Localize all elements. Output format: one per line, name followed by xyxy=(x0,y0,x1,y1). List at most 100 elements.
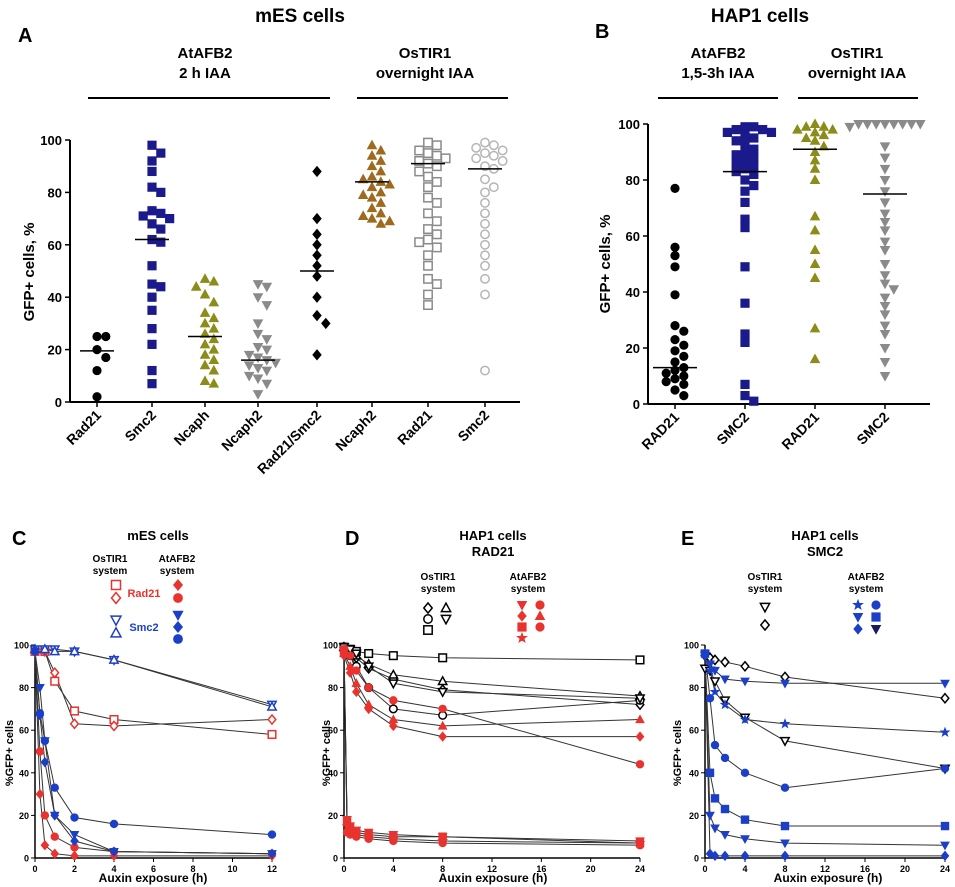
y-tick-label: 20 xyxy=(328,811,338,821)
data-point xyxy=(679,351,689,361)
data-point xyxy=(749,180,759,191)
data-point xyxy=(720,850,730,862)
data-point xyxy=(705,768,715,777)
data-point xyxy=(635,760,645,769)
data-point xyxy=(670,346,680,356)
y-tick-label: 0 xyxy=(55,395,62,410)
data-point xyxy=(700,650,710,661)
x-tick-label: 12 xyxy=(267,864,277,874)
data-point xyxy=(35,788,45,800)
category-label: SMC2 xyxy=(853,409,892,448)
x-tick-label: 12 xyxy=(487,864,497,874)
data-point xyxy=(709,677,721,688)
data-point xyxy=(366,150,378,160)
series-line xyxy=(343,646,641,716)
data-point xyxy=(49,645,61,656)
data-point xyxy=(879,218,891,228)
panel-b-letter: B xyxy=(595,21,609,43)
data-point xyxy=(740,130,750,140)
x-tick-label: 4 xyxy=(391,864,396,874)
data-point xyxy=(363,830,375,842)
data-point xyxy=(809,154,821,165)
panel-e-title-line2: SMC2 xyxy=(807,544,843,559)
series-line xyxy=(34,651,273,855)
data-point xyxy=(480,289,490,300)
data-point xyxy=(109,819,119,829)
series-line xyxy=(34,651,273,836)
x-tick-label: 0 xyxy=(32,864,37,874)
data-point xyxy=(345,667,355,678)
data-point xyxy=(267,848,277,859)
data-point xyxy=(267,713,277,726)
data-point xyxy=(731,158,741,168)
data-point xyxy=(108,653,120,664)
data-point xyxy=(809,174,821,184)
data-point xyxy=(101,352,111,363)
legend-marker xyxy=(852,598,864,611)
data-point xyxy=(357,210,369,220)
panel-c-legend-smc2: Smc2 xyxy=(129,622,158,634)
data-point xyxy=(375,218,387,228)
panel-e-legend-col2b: system xyxy=(849,584,884,595)
data-point xyxy=(879,198,891,209)
y-tick-label: 100 xyxy=(14,641,29,651)
data-point xyxy=(364,648,374,659)
series-line xyxy=(343,648,641,765)
data-point xyxy=(749,152,759,163)
data-point xyxy=(809,146,821,156)
data-point xyxy=(375,165,387,176)
data-point xyxy=(199,375,211,386)
legend-marker xyxy=(110,591,122,605)
panel-c-plot: 0 20 40 60 80 100 0 2 4 6 8 10 12 xyxy=(14,641,278,874)
y-tick-label: 60 xyxy=(328,726,338,736)
data-point xyxy=(35,708,45,718)
data-point xyxy=(252,343,264,353)
data-point xyxy=(740,815,750,824)
data-point xyxy=(740,850,750,862)
data-point xyxy=(375,207,387,218)
data-point xyxy=(940,764,950,773)
data-point xyxy=(809,126,821,137)
data-point xyxy=(809,118,821,128)
legend-marker xyxy=(423,625,433,635)
data-point xyxy=(312,270,322,282)
data-point xyxy=(879,372,891,382)
data-point xyxy=(208,275,220,286)
category-label: Ncaph2 xyxy=(218,407,265,454)
data-point xyxy=(480,250,490,261)
data-point xyxy=(740,197,750,207)
data-point xyxy=(199,288,211,299)
data-point xyxy=(423,208,433,219)
data-point xyxy=(704,664,716,676)
legend-marker xyxy=(759,618,771,632)
x-tick-label: 16 xyxy=(860,864,870,874)
data-point xyxy=(147,182,157,192)
data-point xyxy=(740,660,750,673)
data-point xyxy=(147,261,157,271)
data-point xyxy=(740,222,750,233)
data-point xyxy=(480,174,490,185)
data-point xyxy=(341,820,353,831)
series-line xyxy=(35,650,273,735)
data-point xyxy=(670,374,680,384)
panel-d: D HAP1 cells RAD21 OsTIR1 system AtAFB2 … xyxy=(321,528,547,885)
data-point xyxy=(720,753,730,763)
panel-d-plot: 0 20 40 60 80 100 0 4 8 12 16 20 24 xyxy=(323,641,646,874)
data-point xyxy=(827,123,838,134)
data-point xyxy=(40,840,50,851)
y-tick-label: 100 xyxy=(40,133,62,148)
data-point xyxy=(50,810,60,821)
data-point xyxy=(147,279,157,289)
data-point xyxy=(266,700,278,711)
data-point xyxy=(352,686,361,698)
panel-e-legend-col1b: system xyxy=(748,584,783,595)
data-point xyxy=(780,821,790,831)
panel-b-group1-line1: AtAFB2 xyxy=(691,45,746,62)
panel-d-legend-col2b: system xyxy=(511,584,546,595)
data-point xyxy=(780,679,790,689)
data-point xyxy=(208,333,220,344)
data-point xyxy=(720,675,730,685)
legend-marker xyxy=(173,593,183,603)
data-point xyxy=(809,163,821,173)
